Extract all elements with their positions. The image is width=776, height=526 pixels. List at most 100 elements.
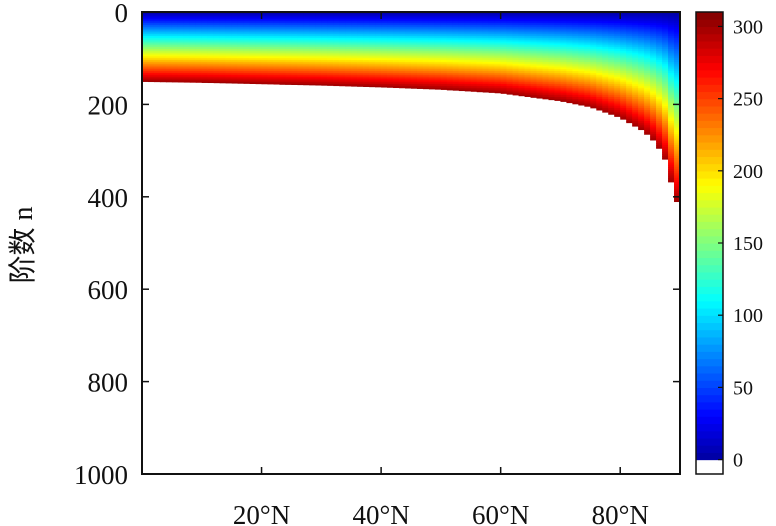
- heatmap-cell: [213, 30, 221, 33]
- heatmap-cell: [620, 100, 627, 104]
- heatmap-cell: [506, 26, 514, 30]
- heatmap-cell: [650, 48, 657, 52]
- heatmap-cell: [482, 19, 490, 22]
- heatmap-cell: [470, 87, 478, 91]
- heatmap-cell: [530, 32, 538, 35]
- heatmap-cell: [602, 19, 609, 22]
- heatmap-cell: [416, 15, 424, 19]
- heatmap-cell: [572, 12, 579, 15]
- heatmap-cell: [632, 52, 639, 56]
- heatmap-cell: [159, 58, 167, 61]
- heatmap-cell: [165, 41, 173, 45]
- heatmap-cell: [231, 72, 239, 76]
- heatmap-cell: [428, 15, 436, 19]
- heatmap-cell: [381, 19, 388, 22]
- heatmap-cell: [369, 82, 376, 85]
- heatmap-cell: [153, 15, 161, 19]
- heatmap-cell: [602, 63, 609, 67]
- heatmap-cell: [524, 61, 532, 65]
- heatmap-cell: [596, 37, 603, 41]
- heatmap-cell: [674, 200, 681, 203]
- heatmap-cell: [578, 78, 585, 81]
- heatmap-cell: [261, 34, 269, 37]
- heatmap-cell: [662, 71, 669, 74]
- heatmap-cell: [530, 80, 538, 83]
- heatmap-cell: [261, 74, 269, 78]
- heatmap-cell: [375, 58, 382, 61]
- heatmap-cell: [584, 71, 591, 74]
- heatmap-cell: [578, 61, 585, 65]
- heatmap-cell: [668, 58, 675, 61]
- heatmap-cell: [231, 61, 239, 65]
- heatmap-cell: [602, 52, 609, 56]
- heatmap-cell: [327, 21, 334, 24]
- heatmap-cell: [357, 60, 364, 63]
- heatmap-cell: [458, 50, 466, 54]
- heatmap-cell: [572, 84, 579, 87]
- heatmap-cell: [309, 15, 316, 19]
- heatmap-cell: [650, 139, 657, 141]
- heatmap-cell: [416, 39, 424, 43]
- heatmap-cell: [333, 61, 340, 65]
- heatmap-cell: [566, 30, 573, 33]
- heatmap-cell: [668, 12, 675, 15]
- colorbar-tick-label: 100: [733, 305, 763, 327]
- heatmap-cell: [638, 106, 645, 109]
- heatmap-cell: [524, 28, 532, 32]
- heatmap-cell: [590, 60, 597, 63]
- heatmap-cell: [291, 13, 299, 17]
- heatmap-cell: [476, 13, 484, 17]
- heatmap-cell: [369, 37, 376, 41]
- heatmap-cell: [399, 72, 406, 76]
- heatmap-cell: [674, 167, 681, 170]
- heatmap-cell: [494, 36, 502, 39]
- heatmap-cell: [273, 52, 281, 56]
- heatmap-cell: [333, 74, 340, 78]
- heatmap-cell: [602, 95, 609, 98]
- heatmap-cell: [297, 24, 304, 28]
- heatmap-cell: [428, 45, 436, 48]
- heatmap-cell: [357, 30, 364, 33]
- heatmap-cell: [357, 65, 364, 69]
- heatmap-cell: [333, 65, 340, 69]
- heatmap-cell: [249, 32, 257, 35]
- heatmap-cell: [261, 54, 269, 57]
- heatmap-cell: [440, 47, 448, 50]
- heatmap-cell: [207, 58, 215, 61]
- heatmap-cell: [668, 41, 675, 45]
- heatmap-cell: [674, 180, 681, 183]
- heatmap-cell: [279, 74, 287, 78]
- heatmap-cell: [153, 12, 161, 15]
- heatmap-cell: [399, 56, 406, 59]
- heatmap-cell: [416, 84, 424, 87]
- heatmap-cell: [674, 61, 681, 65]
- heatmap-cell: [512, 50, 520, 54]
- heatmap-cell: [345, 39, 352, 43]
- heatmap-cell: [458, 43, 466, 46]
- heatmap-cell: [668, 65, 675, 69]
- heatmap-cell: [171, 80, 179, 83]
- heatmap-cell: [542, 50, 550, 54]
- heatmap-cell: [572, 61, 579, 65]
- heatmap-cell: [578, 24, 585, 28]
- heatmap-cell: [518, 84, 526, 87]
- heatmap-cell: [321, 82, 328, 85]
- heatmap-cell: [614, 37, 621, 41]
- x-tick-label: 40°N: [352, 500, 409, 526]
- heatmap-cell: [207, 74, 215, 78]
- heatmap-cell: [243, 12, 251, 15]
- heatmap-cell: [171, 61, 179, 65]
- heatmap-cell: [620, 36, 627, 39]
- heatmap-cell: [291, 45, 299, 48]
- heatmap-cell: [440, 87, 448, 90]
- heatmap-cell: [321, 72, 328, 76]
- colorbar-segment: [696, 235, 723, 244]
- heatmap-cell: [405, 32, 412, 35]
- heatmap-cell: [213, 69, 221, 72]
- heatmap-cell: [578, 84, 585, 87]
- heatmap-cell: [177, 47, 185, 50]
- heatmap-cell: [578, 48, 585, 52]
- heatmap-cell: [554, 41, 562, 45]
- heatmap-cell: [476, 36, 484, 39]
- heatmap-cell: [632, 89, 639, 93]
